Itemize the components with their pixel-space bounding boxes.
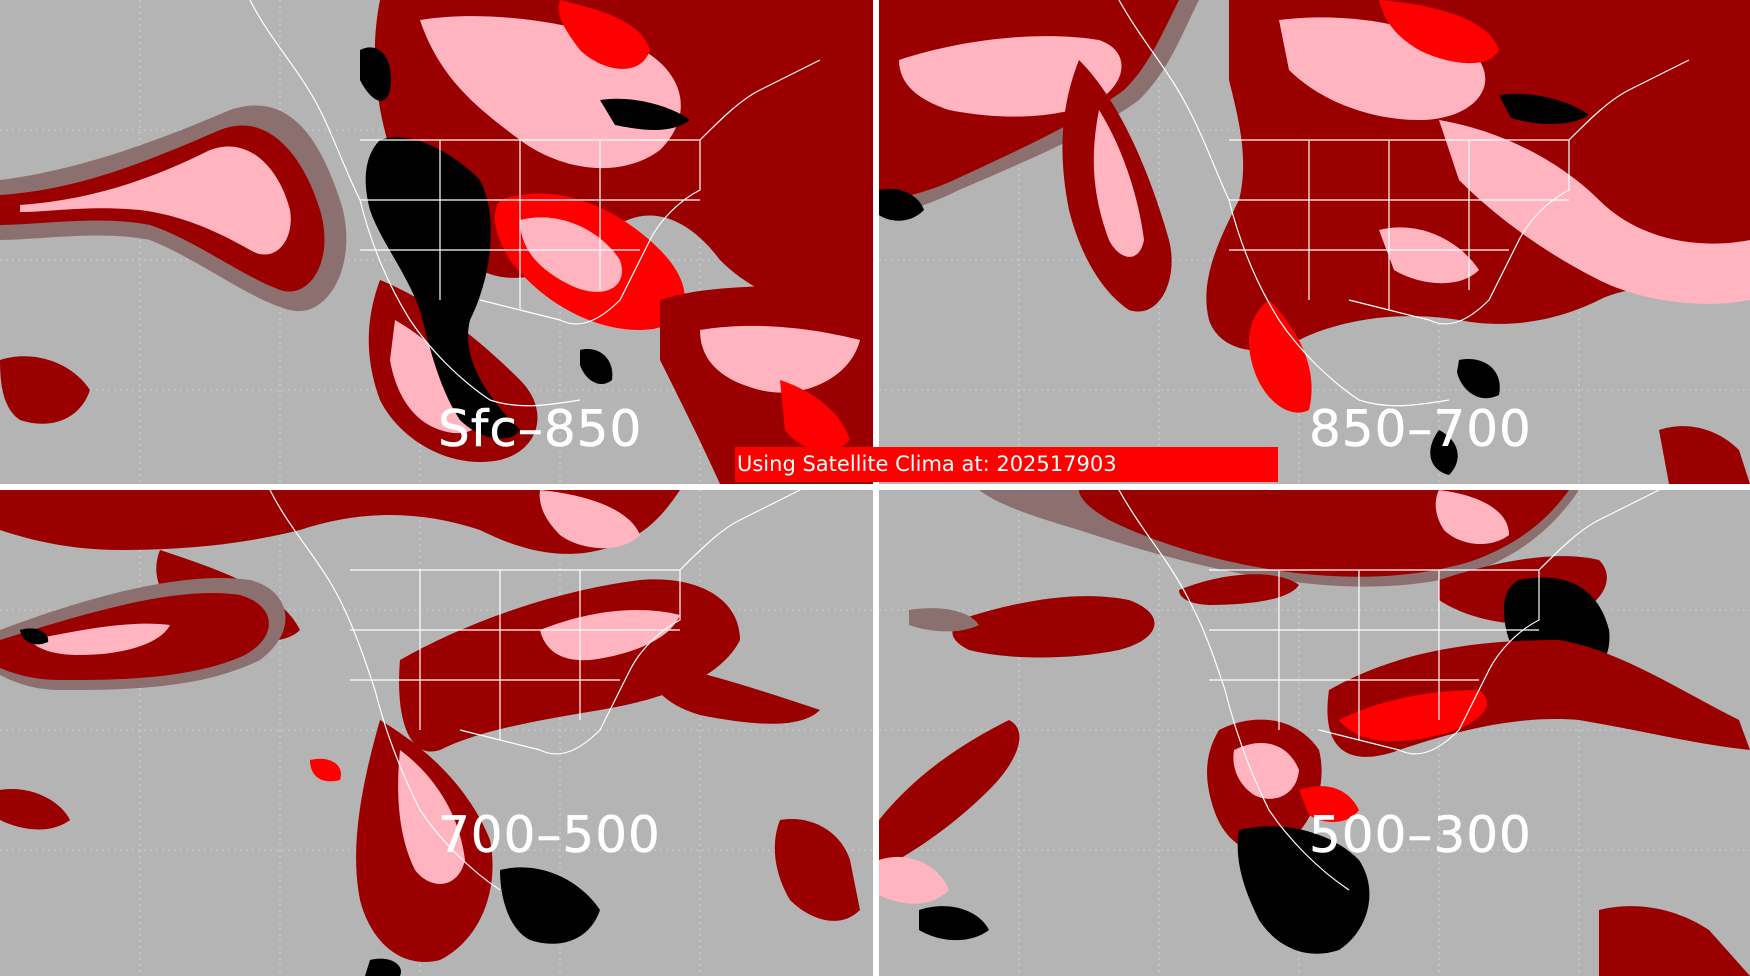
layer-label-sfc-850: Sfc–850 [438, 400, 643, 458]
map-850-700 [879, 0, 1750, 484]
map-sfc-850 [0, 0, 873, 484]
map-700-500 [0, 490, 873, 976]
panel-divider-horizontal [0, 484, 1750, 490]
layer-label-700-500: 700–500 [438, 806, 661, 864]
satellite-clima-banner: Using Satellite Clima at: 202517903 [735, 447, 1278, 482]
map-panel-850-700: 850–700 [879, 0, 1750, 484]
map-panel-500-300: 500–300 [879, 490, 1750, 976]
layer-label-500-300: 500–300 [1309, 806, 1532, 864]
map-500-300 [879, 490, 1750, 976]
map-panel-700-500: 700–500 [0, 490, 873, 976]
map-panel-sfc-850: Sfc–850 [0, 0, 873, 484]
layer-label-850-700: 850–700 [1309, 400, 1532, 458]
